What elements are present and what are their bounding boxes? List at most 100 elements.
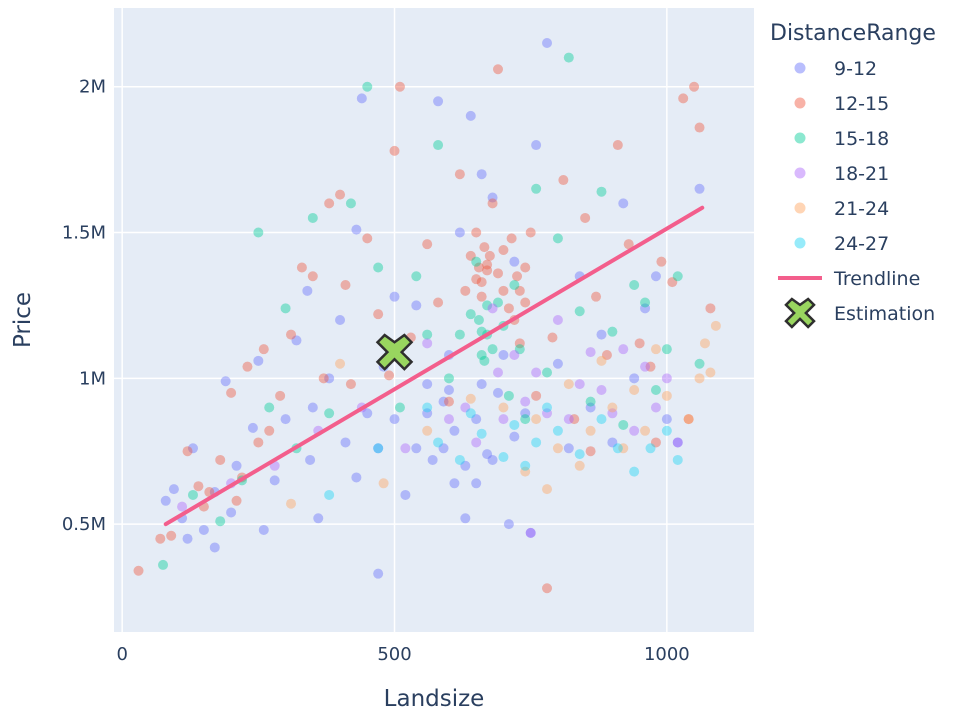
legend-item-18-21[interactable]: 18-21 bbox=[794, 163, 890, 185]
legend-label: 12-15 bbox=[834, 93, 889, 115]
scatter-point bbox=[520, 396, 531, 407]
scatter-point bbox=[563, 414, 574, 425]
scatter-point bbox=[389, 145, 400, 156]
scatter-point bbox=[509, 431, 520, 442]
legend[interactable]: DistanceRange 9-12 12-15 15-18 18-21 21-24 24… bbox=[770, 21, 936, 329]
scatter-point bbox=[585, 446, 596, 457]
scatter-points bbox=[133, 37, 721, 594]
scatter-point bbox=[596, 355, 607, 366]
scatter-point bbox=[433, 96, 444, 107]
scatter-point bbox=[596, 329, 607, 340]
scatter-point bbox=[473, 262, 484, 273]
scatter-point bbox=[389, 291, 400, 302]
scatter-point bbox=[552, 315, 563, 325]
scatter-point bbox=[493, 297, 503, 308]
legend-marker bbox=[794, 62, 806, 74]
scatter-point bbox=[479, 242, 490, 253]
scatter-point bbox=[520, 408, 531, 419]
scatter-point bbox=[473, 315, 484, 325]
scatter-point bbox=[689, 81, 700, 92]
scatter-point bbox=[607, 326, 618, 337]
scatter-point bbox=[514, 285, 525, 296]
scatter-point bbox=[422, 379, 433, 390]
legend-item-9-12[interactable]: 9-12 bbox=[794, 58, 878, 80]
scatter-point bbox=[345, 198, 356, 209]
scatter-point bbox=[552, 443, 563, 454]
scatter-point bbox=[302, 285, 313, 296]
scatter-point bbox=[656, 256, 667, 267]
scatter-point bbox=[661, 344, 672, 355]
scatter-point bbox=[618, 344, 629, 355]
scatter-point bbox=[476, 291, 487, 302]
scatter-point bbox=[574, 449, 585, 460]
scatter-point bbox=[422, 338, 433, 349]
legend-item-trendline[interactable]: Trendline bbox=[778, 268, 920, 290]
scatter-point bbox=[618, 198, 629, 209]
scatter-point bbox=[291, 335, 302, 346]
scatter-point bbox=[394, 81, 405, 92]
scatter-point bbox=[356, 93, 367, 104]
scatter-point bbox=[378, 478, 389, 489]
scatter-point bbox=[427, 454, 438, 465]
scatter-point bbox=[498, 414, 509, 425]
scatter-point bbox=[710, 320, 721, 331]
scatter-point bbox=[465, 250, 476, 261]
scatter-point bbox=[307, 402, 318, 413]
scatter-point bbox=[629, 425, 640, 436]
scatter-point bbox=[471, 256, 482, 267]
scatter-point bbox=[542, 402, 553, 413]
scatter-point bbox=[547, 332, 558, 343]
scatter-point bbox=[585, 402, 596, 413]
legend-item-15-18[interactable]: 15-18 bbox=[794, 128, 890, 150]
scatter-point bbox=[158, 559, 169, 570]
scatter-point bbox=[476, 169, 487, 180]
x-axis-title: Landsize bbox=[384, 686, 485, 712]
estimation-marker bbox=[375, 333, 414, 371]
scatter-point bbox=[542, 37, 553, 48]
legend-item-21-24[interactable]: 21-24 bbox=[794, 198, 890, 220]
plot-background bbox=[114, 8, 754, 632]
scatter-point bbox=[215, 454, 226, 465]
scatter-point bbox=[672, 437, 683, 448]
scatter-point bbox=[509, 280, 520, 291]
scatter-point bbox=[531, 367, 542, 378]
scatter-point bbox=[373, 443, 384, 454]
scatter-point bbox=[629, 466, 640, 477]
scatter-point bbox=[215, 516, 226, 527]
scatter-point bbox=[552, 358, 563, 369]
scatter-point bbox=[552, 233, 563, 244]
legend-items[interactable]: 9-12 12-15 15-18 18-21 21-24 24-27 Trendline Es… bbox=[778, 58, 935, 329]
scatter-point bbox=[645, 443, 656, 454]
scatter-point bbox=[705, 303, 716, 314]
scatter-point bbox=[531, 414, 542, 425]
legend-item-estimation[interactable]: Estimation bbox=[784, 297, 935, 329]
scatter-point bbox=[443, 414, 454, 425]
scatter-point bbox=[509, 256, 520, 267]
scatter-point bbox=[258, 344, 269, 355]
scatter-point bbox=[514, 338, 525, 349]
scatter-point bbox=[623, 239, 634, 250]
scatter-point bbox=[258, 524, 269, 535]
scatter-point bbox=[155, 533, 166, 544]
scatter-point bbox=[465, 110, 476, 121]
scatter-point bbox=[177, 501, 188, 512]
scatter-point bbox=[498, 402, 509, 413]
x-tick-label: 0 bbox=[116, 644, 127, 665]
legend-item-12-15[interactable]: 12-15 bbox=[794, 93, 890, 115]
scatter-point bbox=[514, 344, 525, 355]
scatter-point bbox=[422, 402, 433, 413]
scatter-point bbox=[487, 303, 498, 314]
scatter-point bbox=[552, 425, 563, 436]
scatter-point bbox=[618, 443, 629, 454]
scatter-point bbox=[569, 414, 580, 425]
scatter-point bbox=[640, 297, 651, 308]
legend-marker bbox=[794, 202, 806, 214]
y-tick-label: 1.5M bbox=[62, 223, 106, 244]
scatter-point bbox=[520, 414, 531, 425]
legend-item-24-27[interactable]: 24-27 bbox=[794, 233, 890, 255]
scatter-point bbox=[498, 452, 509, 463]
scatter-point bbox=[471, 274, 482, 285]
scatter-point bbox=[650, 402, 661, 413]
scatter-point bbox=[362, 408, 373, 419]
